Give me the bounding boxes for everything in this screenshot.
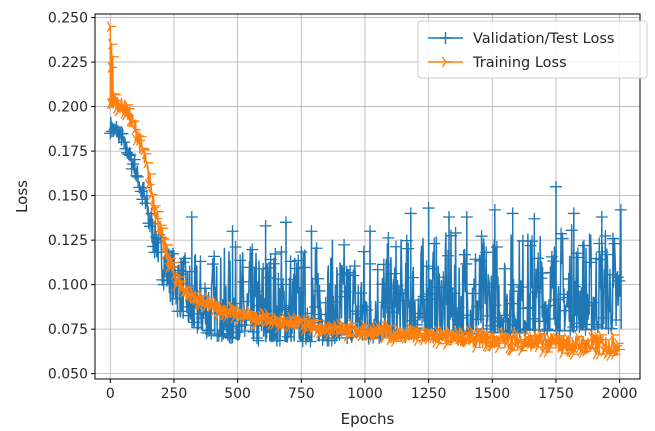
x-tick-label: 1250 <box>411 386 447 402</box>
y-axis-label: Loss <box>13 180 31 213</box>
y-tick-label: 0.050 <box>48 367 88 383</box>
series-markers <box>106 20 626 362</box>
y-tick-label: 0.075 <box>48 322 88 338</box>
y-tick-label: 0.150 <box>48 189 88 205</box>
plot-frame <box>94 13 641 380</box>
x-tick-label: 1750 <box>538 386 574 402</box>
legend-swatch-marker <box>439 32 452 44</box>
x-tick-label: 750 <box>288 386 315 402</box>
legend-entry: Validation/Test Loss <box>473 31 614 47</box>
legend-swatch-marker <box>441 56 452 68</box>
series-training <box>106 20 626 362</box>
y-tick-label: 0.125 <box>48 233 88 249</box>
series-markers <box>104 120 627 348</box>
x-axis-label: Epochs <box>341 410 395 428</box>
x-tick-label: 0 <box>106 386 115 402</box>
x-tick-label: 1500 <box>474 386 510 402</box>
legend-box <box>417 20 648 79</box>
y-tick-label: 0.225 <box>48 55 88 71</box>
x-tick-label: 250 <box>161 386 188 402</box>
series-validation <box>104 116 627 348</box>
y-tick-label: 0.200 <box>48 100 88 116</box>
legend-entry: Training Loss <box>472 55 567 71</box>
x-tick-label: 500 <box>224 386 251 402</box>
y-tick-label: 0.175 <box>48 144 88 160</box>
legend: Validation/Test Loss Training Loss <box>417 20 648 79</box>
series-layer <box>104 20 627 362</box>
x-tick-label: 1000 <box>347 386 383 402</box>
y-tick-label: 0.100 <box>48 278 88 294</box>
y-tick-label: 0.250 <box>48 11 88 27</box>
x-tick-label: 2000 <box>602 386 638 402</box>
axes: 0 250 500 750 1000 1250 1500 1750 2000 0.050 0.075… <box>48 11 641 402</box>
